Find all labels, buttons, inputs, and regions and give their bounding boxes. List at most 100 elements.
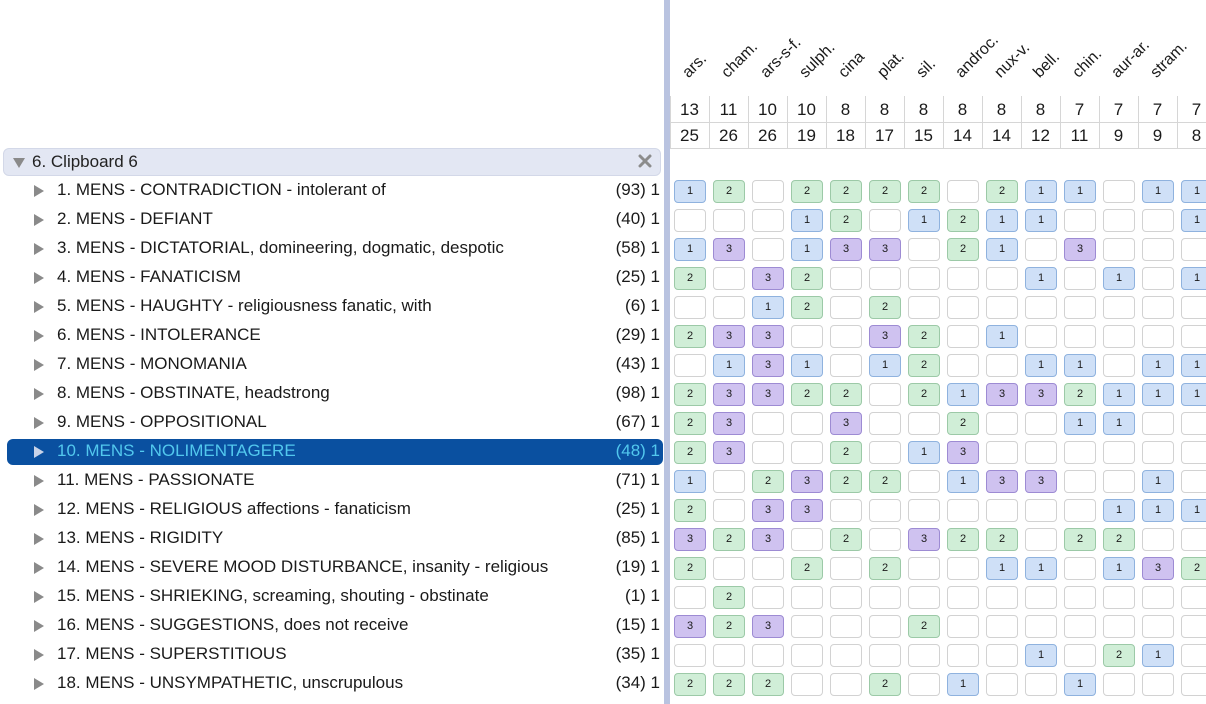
grade-cell[interactable]: 1: [986, 238, 1018, 261]
grade-cell[interactable]: [908, 586, 940, 609]
expand-triangle-icon[interactable]: [34, 475, 44, 487]
grade-cell[interactable]: [1064, 470, 1096, 493]
grade-cell[interactable]: [791, 644, 823, 667]
rubric-row[interactable]: 7. MENS - MONOMANIA (43) 1: [7, 352, 663, 378]
grade-cell[interactable]: [830, 354, 862, 377]
grade-cell[interactable]: 3: [986, 470, 1018, 493]
rubric-row[interactable]: 11. MENS - PASSIONATE (71) 1: [7, 468, 663, 494]
grade-cell[interactable]: 2: [908, 325, 940, 348]
grade-cell[interactable]: [986, 644, 1018, 667]
rubric-row[interactable]: 1. MENS - CONTRADICTION - intolerant of (…: [7, 178, 663, 204]
grade-cell[interactable]: [752, 209, 784, 232]
grade-cell[interactable]: 2: [674, 499, 706, 522]
grade-cell[interactable]: 2: [791, 557, 823, 580]
grade-cell[interactable]: [713, 644, 745, 667]
grade-cell[interactable]: 1: [1064, 354, 1096, 377]
grade-cell[interactable]: 3: [791, 470, 823, 493]
grade-cell[interactable]: 2: [869, 296, 901, 319]
grade-cell[interactable]: [986, 499, 1018, 522]
grade-cell[interactable]: 1: [791, 354, 823, 377]
grade-cell[interactable]: [1103, 673, 1135, 696]
grade-cell[interactable]: 2: [986, 528, 1018, 551]
grade-cell[interactable]: [986, 615, 1018, 638]
grade-cell[interactable]: [869, 383, 901, 406]
grade-cell[interactable]: 3: [713, 383, 745, 406]
grade-cell[interactable]: 1: [986, 557, 1018, 580]
grade-cell[interactable]: 3: [752, 325, 784, 348]
grade-cell[interactable]: 1: [869, 354, 901, 377]
grade-cell[interactable]: [713, 557, 745, 580]
grade-cell[interactable]: 2: [830, 180, 862, 203]
grade-cell[interactable]: [713, 267, 745, 290]
grade-cell[interactable]: 3: [1025, 470, 1057, 493]
grade-cell[interactable]: [752, 557, 784, 580]
rubric-row[interactable]: 2. MENS - DEFIANT (40) 1: [7, 207, 663, 233]
grade-cell[interactable]: 3: [674, 528, 706, 551]
grade-cell[interactable]: [674, 296, 706, 319]
grade-cell[interactable]: [752, 180, 784, 203]
grade-cell[interactable]: [986, 296, 1018, 319]
expand-triangle-icon[interactable]: [34, 243, 44, 255]
grade-cell[interactable]: [1181, 325, 1206, 348]
grade-cell[interactable]: 2: [674, 325, 706, 348]
rubric-row[interactable]: 15. MENS - SHRIEKING, screaming, shoutin…: [7, 584, 663, 610]
grade-cell[interactable]: 2: [830, 528, 862, 551]
grade-cell[interactable]: 3: [947, 441, 979, 464]
grade-cell[interactable]: [1103, 470, 1135, 493]
grade-cell[interactable]: 3: [1025, 383, 1057, 406]
grade-cell[interactable]: [1103, 586, 1135, 609]
grade-cell[interactable]: [1025, 441, 1057, 464]
grade-cell[interactable]: [830, 296, 862, 319]
grade-cell[interactable]: 1: [1181, 383, 1206, 406]
expand-triangle-icon[interactable]: [34, 214, 44, 226]
grade-cell[interactable]: 3: [1142, 557, 1174, 580]
grade-cell[interactable]: [791, 412, 823, 435]
grade-cell[interactable]: 3: [713, 238, 745, 261]
grade-cell[interactable]: [869, 412, 901, 435]
grade-cell[interactable]: 2: [752, 470, 784, 493]
grade-cell[interactable]: 1: [1142, 499, 1174, 522]
grade-cell[interactable]: [674, 354, 706, 377]
grade-cell[interactable]: [752, 644, 784, 667]
grade-cell[interactable]: 2: [674, 557, 706, 580]
grade-cell[interactable]: 1: [1142, 354, 1174, 377]
grade-cell[interactable]: [830, 673, 862, 696]
grade-cell[interactable]: [1142, 267, 1174, 290]
grade-cell[interactable]: [830, 644, 862, 667]
rubric-row[interactable]: 9. MENS - OPPOSITIONAL (67) 1: [7, 410, 663, 436]
rubric-row[interactable]: 12. MENS - RELIGIOUS affections - fanati…: [7, 497, 663, 523]
grade-cell[interactable]: [1181, 441, 1206, 464]
rubric-row[interactable]: 4. MENS - FANATICISM (25) 1: [7, 265, 663, 291]
grade-cell[interactable]: [947, 499, 979, 522]
grade-cell[interactable]: [947, 354, 979, 377]
grade-cell[interactable]: [947, 267, 979, 290]
grade-cell[interactable]: [986, 267, 1018, 290]
grade-cell[interactable]: 3: [713, 412, 745, 435]
grade-cell[interactable]: 1: [1025, 267, 1057, 290]
expand-triangle-icon[interactable]: [34, 446, 44, 458]
grade-cell[interactable]: 1: [791, 209, 823, 232]
grade-cell[interactable]: [1181, 644, 1206, 667]
grade-cell[interactable]: 1: [1142, 644, 1174, 667]
grade-cell[interactable]: 1: [713, 354, 745, 377]
grade-cell[interactable]: 2: [791, 180, 823, 203]
grade-cell[interactable]: 3: [908, 528, 940, 551]
grade-cell[interactable]: [1064, 267, 1096, 290]
grade-cell[interactable]: [1064, 586, 1096, 609]
collapse-triangle-icon[interactable]: [13, 158, 25, 168]
rubric-row[interactable]: 10. MENS - NOLIMENTAGERE (48) 1: [7, 439, 663, 465]
grade-cell[interactable]: [1103, 296, 1135, 319]
grade-cell[interactable]: [830, 325, 862, 348]
grade-cell[interactable]: 1: [674, 470, 706, 493]
grade-cell[interactable]: [674, 586, 706, 609]
grade-cell[interactable]: 2: [1103, 528, 1135, 551]
expand-triangle-icon[interactable]: [34, 417, 44, 429]
grade-cell[interactable]: [1142, 296, 1174, 319]
expand-triangle-icon[interactable]: [34, 272, 44, 284]
grade-cell[interactable]: [791, 615, 823, 638]
grade-cell[interactable]: [791, 325, 823, 348]
grade-cell[interactable]: 1: [1064, 180, 1096, 203]
grade-cell[interactable]: [791, 673, 823, 696]
grade-cell[interactable]: 1: [1103, 267, 1135, 290]
grade-cell[interactable]: [1103, 180, 1135, 203]
